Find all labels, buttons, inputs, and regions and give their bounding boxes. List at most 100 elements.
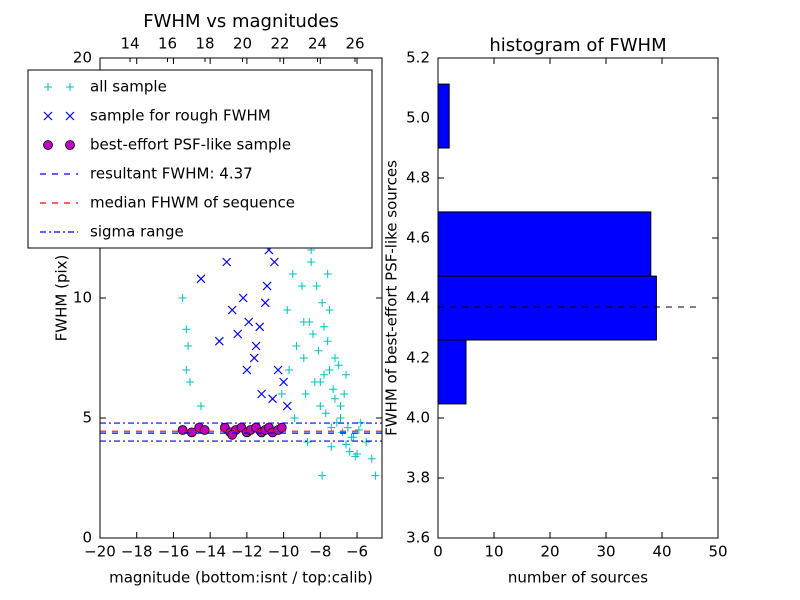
legend-label: all sample: [90, 78, 167, 96]
y-tick-label: 20: [73, 49, 92, 67]
point: [342, 370, 351, 379]
point: [290, 414, 299, 422]
y-tick-label: 4.6: [406, 229, 430, 247]
x-axis-label: magnitude (bottom:isnt / top:calib): [109, 569, 373, 587]
bar: [437, 339, 467, 405]
legend-label: best-effort PSF-like sample: [90, 136, 291, 154]
point: [255, 322, 265, 332]
point: [325, 366, 334, 374]
plot-points: [177, 78, 380, 480]
chart-title: FWHM vs magnitudes: [143, 11, 338, 32]
point: [282, 401, 292, 411]
point: [329, 385, 338, 394]
y-tick-label: 4.0: [406, 409, 430, 427]
point: [318, 471, 327, 480]
point: [182, 325, 191, 334]
legend-marker: [43, 111, 53, 121]
point: [279, 377, 289, 387]
point: [199, 425, 210, 435]
point: [327, 423, 336, 432]
bar: [437, 275, 657, 341]
point: [186, 427, 197, 438]
legend-marker: [65, 140, 75, 150]
x-tick-label: −10: [268, 543, 300, 561]
point: [331, 354, 339, 362]
x2-tick-label: 18: [195, 35, 214, 53]
point: [182, 366, 191, 374]
x-tick-label: −14: [194, 543, 226, 561]
point: [301, 390, 310, 398]
point: [222, 257, 232, 267]
point: [331, 394, 339, 403]
point: [238, 293, 248, 303]
y-tick-label: 4.2: [406, 349, 430, 367]
y-tick-label: 10: [73, 289, 92, 307]
point: [283, 306, 292, 314]
point: [347, 433, 356, 442]
point: [276, 422, 287, 433]
point: [185, 378, 194, 386]
point: [268, 394, 278, 404]
x2-tick-label: 26: [345, 35, 364, 53]
point: [367, 454, 376, 463]
legend: all sample sample for rough FWHM best-effo…: [27, 69, 373, 249]
chart-title: histogram of FWHM: [489, 35, 666, 56]
point: [356, 418, 365, 427]
x-tick-label: 40: [652, 543, 671, 561]
y-axis-label: FWHM (pix): [53, 255, 71, 342]
x-tick-label: 0: [433, 543, 443, 561]
point: [354, 426, 363, 434]
y-tick-label: 4.4: [406, 289, 430, 307]
point: [178, 294, 187, 302]
legend-label: median FHWM of sequence: [90, 194, 295, 212]
point: [323, 337, 332, 346]
x-tick-label: 20: [540, 543, 559, 561]
point: [214, 336, 224, 346]
point: [340, 390, 349, 398]
point: [288, 270, 297, 278]
point: [327, 442, 336, 451]
point: [343, 423, 352, 432]
point: [196, 402, 205, 410]
point: [336, 414, 345, 422]
point: [285, 366, 294, 374]
x-tick-label: −6: [346, 543, 368, 561]
point: [342, 440, 351, 449]
x-tick-label: −16: [158, 543, 190, 561]
point: [345, 447, 354, 456]
point: [323, 270, 332, 278]
x2-tick-label: 16: [158, 35, 177, 53]
bar: [437, 83, 450, 149]
point: [319, 322, 328, 331]
x-tick-label: 10: [484, 543, 503, 561]
y-tick-label: 4.8: [406, 169, 430, 187]
legend-marker: [43, 140, 53, 150]
legend-marker: [66, 83, 74, 91]
legend-marker: [44, 83, 52, 91]
point: [338, 428, 347, 437]
point: [269, 257, 279, 267]
point: [277, 390, 286, 398]
y-tick-label: 0: [82, 529, 92, 547]
axes-frame: [99, 57, 383, 539]
point: [251, 341, 261, 351]
point: [303, 438, 312, 446]
point: [292, 342, 301, 350]
point: [308, 330, 317, 338]
legend-label: sigma range: [90, 223, 184, 241]
point: [316, 378, 325, 386]
point: [177, 425, 188, 435]
y-tick-label: 3.6: [406, 529, 430, 547]
x-axis-label: number of sources: [508, 569, 648, 587]
x-tick-label: 50: [708, 543, 727, 561]
y-tick-label: 3.8: [406, 469, 430, 487]
point: [249, 353, 259, 363]
point: [316, 402, 325, 410]
legend-label: resultant FWHM: 4.37: [90, 165, 253, 183]
point: [242, 365, 252, 375]
point: [371, 471, 380, 480]
point: [307, 258, 316, 266]
point: [336, 402, 345, 410]
x-tick-label: −20: [84, 543, 116, 561]
